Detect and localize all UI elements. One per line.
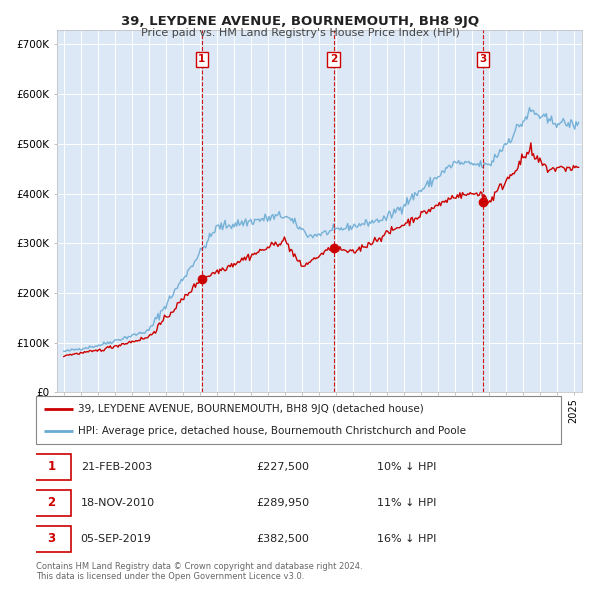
Text: 3: 3 xyxy=(479,54,487,64)
Text: 39, LEYDENE AVENUE, BOURNEMOUTH, BH8 9JQ: 39, LEYDENE AVENUE, BOURNEMOUTH, BH8 9JQ xyxy=(121,15,479,28)
Text: HPI: Average price, detached house, Bournemouth Christchurch and Poole: HPI: Average price, detached house, Bour… xyxy=(78,426,466,436)
Text: 2: 2 xyxy=(47,496,56,510)
Text: Price paid vs. HM Land Registry's House Price Index (HPI): Price paid vs. HM Land Registry's House … xyxy=(140,28,460,38)
Text: 2: 2 xyxy=(330,54,337,64)
FancyBboxPatch shape xyxy=(32,526,71,552)
Text: £289,950: £289,950 xyxy=(257,498,310,508)
Text: 1: 1 xyxy=(199,54,206,64)
Text: This data is licensed under the Open Government Licence v3.0.: This data is licensed under the Open Gov… xyxy=(36,572,304,581)
FancyBboxPatch shape xyxy=(32,490,71,516)
Text: 10% ↓ HPI: 10% ↓ HPI xyxy=(377,462,437,472)
Text: £382,500: £382,500 xyxy=(257,534,310,544)
FancyBboxPatch shape xyxy=(32,454,71,480)
Text: 16% ↓ HPI: 16% ↓ HPI xyxy=(377,534,437,544)
Text: 18-NOV-2010: 18-NOV-2010 xyxy=(80,498,155,508)
Text: 3: 3 xyxy=(47,533,56,546)
Text: £227,500: £227,500 xyxy=(257,462,310,472)
Text: 1: 1 xyxy=(47,460,56,473)
Text: 11% ↓ HPI: 11% ↓ HPI xyxy=(377,498,437,508)
FancyBboxPatch shape xyxy=(36,396,561,444)
Text: 21-FEB-2003: 21-FEB-2003 xyxy=(80,462,152,472)
Text: Contains HM Land Registry data © Crown copyright and database right 2024.: Contains HM Land Registry data © Crown c… xyxy=(36,562,362,571)
Text: 05-SEP-2019: 05-SEP-2019 xyxy=(80,534,151,544)
Text: 39, LEYDENE AVENUE, BOURNEMOUTH, BH8 9JQ (detached house): 39, LEYDENE AVENUE, BOURNEMOUTH, BH8 9JQ… xyxy=(78,404,424,414)
